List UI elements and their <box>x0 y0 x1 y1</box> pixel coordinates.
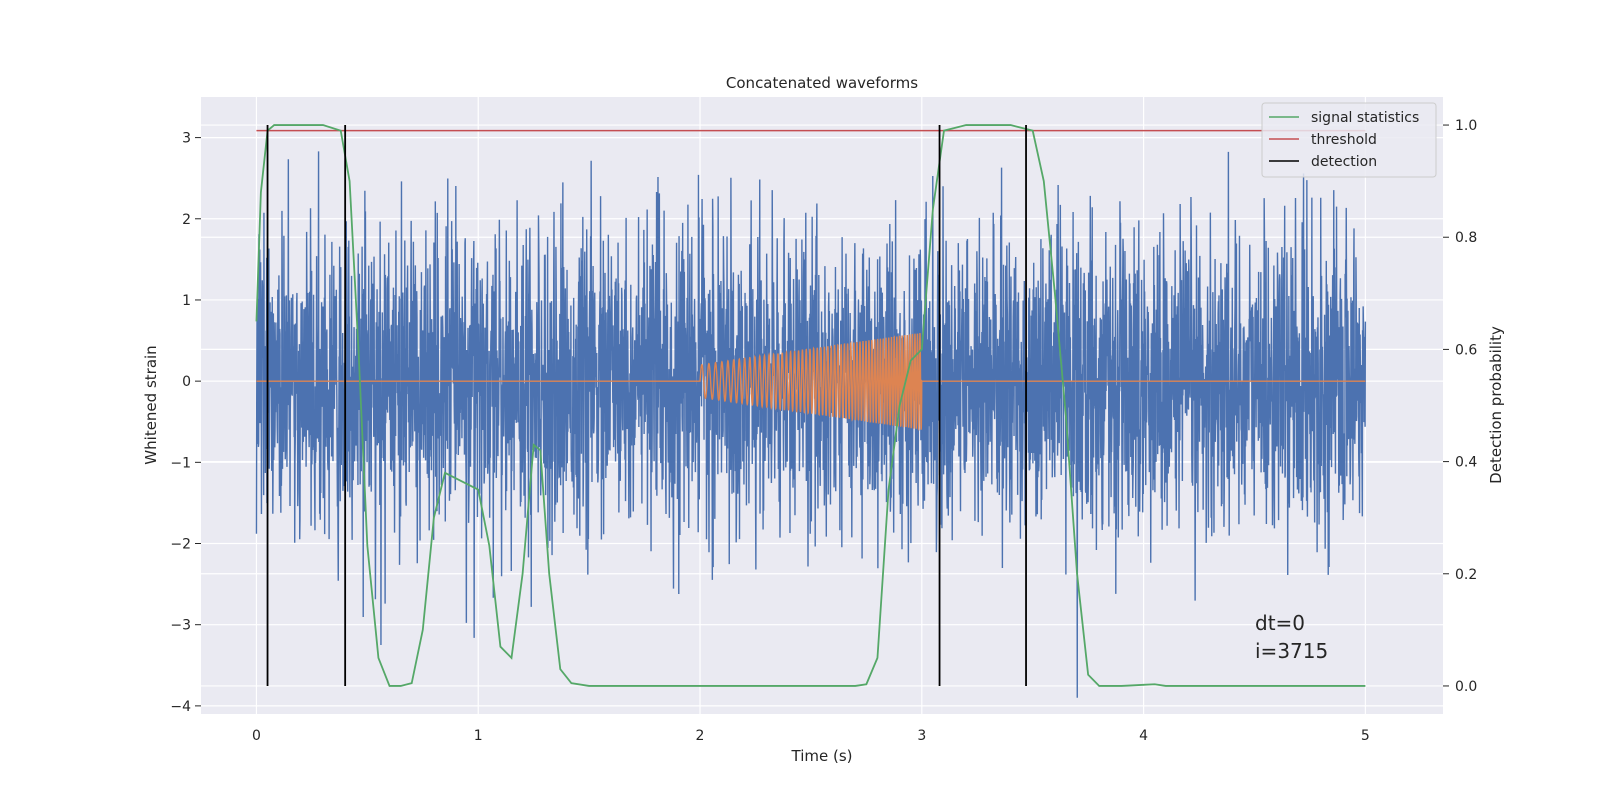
y2-tick-label: 0.2 <box>1455 567 1477 583</box>
y-tick-label: 2 <box>182 212 191 228</box>
legend: signal statistics threshold detection <box>1261 102 1437 178</box>
x-tick-label: 2 <box>696 728 705 744</box>
x-axis-label: Time (s) <box>791 747 853 765</box>
y-tick-label: −3 <box>170 618 191 634</box>
y-axis-label: Whitened strain <box>142 345 160 464</box>
y2-tick-label: 0.8 <box>1455 230 1477 246</box>
y2-tick-label: 0.6 <box>1455 342 1477 358</box>
y2-axis-label: Detection probability <box>1487 326 1505 484</box>
x-tick-label: 0 <box>252 728 261 744</box>
legend-box <box>1261 102 1437 178</box>
y2-tick-label: 0.4 <box>1455 455 1477 471</box>
y-tick-label: −2 <box>170 537 191 553</box>
y-tick-label: 1 <box>182 293 191 309</box>
annotation-dt: dt=0 <box>1255 611 1305 635</box>
legend-label-signal-statistics: signal statistics <box>1311 110 1419 126</box>
series-layer <box>255 124 1367 698</box>
x-tick-label: 4 <box>1139 728 1148 744</box>
x-tick-label: 5 <box>1361 728 1370 744</box>
y-tick-label: −4 <box>170 699 191 715</box>
x-tick-label: 1 <box>474 728 483 744</box>
legend-label-threshold: threshold <box>1311 132 1377 148</box>
y-tick-label: 3 <box>182 131 191 147</box>
chart-title: Concatenated waveforms <box>726 74 918 92</box>
y2-tick-label: 1.0 <box>1455 118 1477 134</box>
series-line-signal-statistics <box>255 124 1366 687</box>
y-tick-label: 0 <box>182 374 191 390</box>
x-tick-label: 3 <box>917 728 926 744</box>
legend-label-detection: detection <box>1311 154 1377 170</box>
ticks: 0 1 2 3 4 5 −4 −3 −2 −1 0 1 2 3 0.0 0.2 0.4 0.6 0.8 1.0 <box>170 118 1477 744</box>
y-tick-label: −1 <box>170 455 191 471</box>
annotation-i: i=3715 <box>1255 639 1328 663</box>
series-line-chirp <box>256 332 1366 431</box>
y2-tick-label: 0.0 <box>1455 679 1477 695</box>
